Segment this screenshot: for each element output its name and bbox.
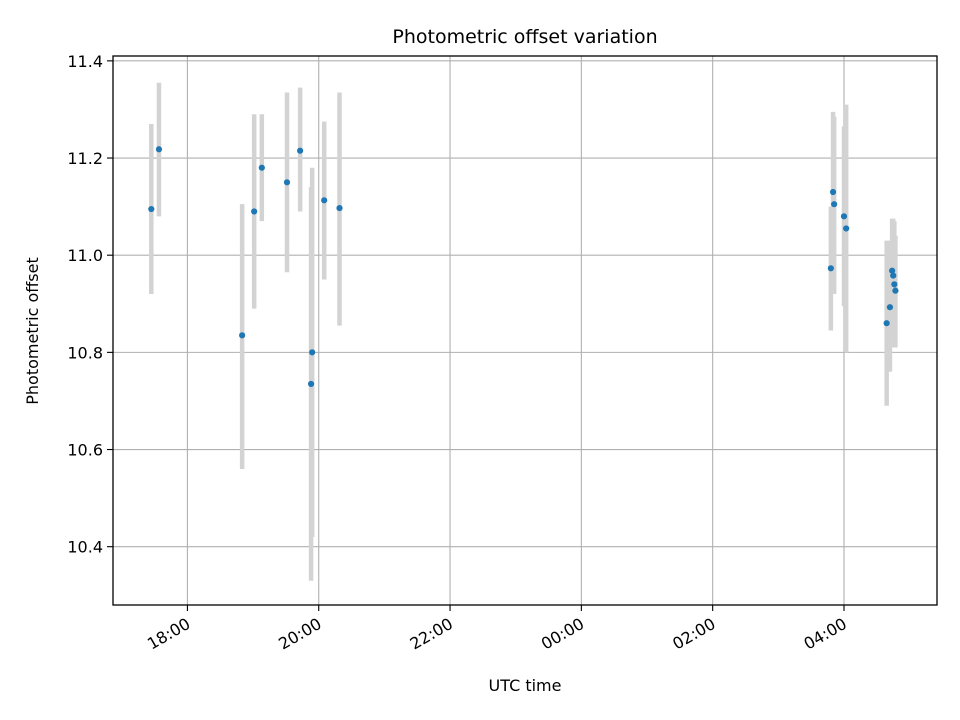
data-point [307,380,315,388]
y-tick-label: 11.0 [67,246,103,265]
x-axis-title: UTC time [489,676,562,695]
y-axis-ticks: 10.4 10.6 10.8 11.0 11.2 11.4 [67,52,113,557]
data-point [840,213,848,220]
data-points [148,146,899,388]
y-tick-label: 11.2 [67,149,103,168]
chart-title: Photometric offset variation [392,26,657,48]
data-point [843,225,850,232]
data-point [336,204,343,212]
data-point [309,349,316,356]
data-point [890,272,897,279]
y-tick-label: 11.4 [67,52,103,71]
data-point [297,147,304,154]
data-point [258,164,265,171]
plot-frame [112,55,938,606]
data-point [251,208,258,215]
data-point [891,281,898,288]
y-tick-label: 10.6 [67,441,103,460]
data-point [155,146,163,153]
data-point [148,205,155,213]
data-point [883,320,890,327]
data-point [886,304,894,311]
y-tick-label: 10.8 [67,343,103,362]
y-tick-label: 10.4 [67,538,103,557]
data-point [831,201,838,208]
y-axis-title: Photometric offset [23,257,42,405]
data-point [239,332,246,339]
data-point [283,179,291,186]
data-point [829,188,837,196]
data-point [889,267,896,274]
data-point [892,287,899,294]
data-point [321,197,328,204]
data-point [827,265,834,272]
